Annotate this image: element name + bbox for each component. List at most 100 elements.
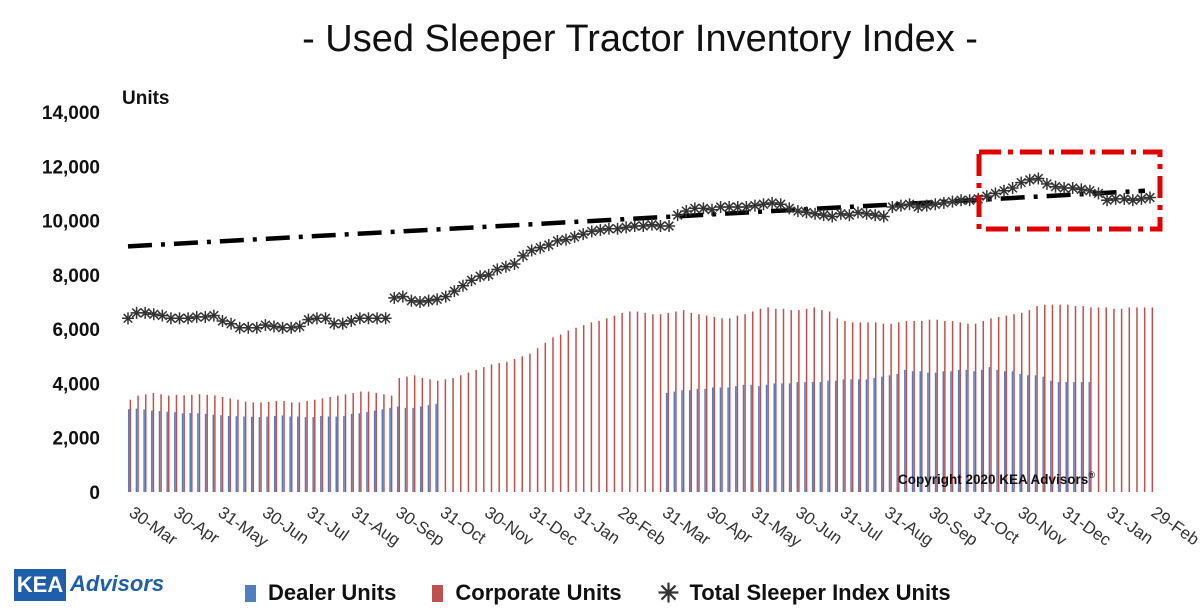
dealer-bar <box>873 378 875 492</box>
corporate-bar <box>475 369 477 492</box>
y-axis: 0 2,000 4,000 6,000 8,000 10,000 12,000 14,000 <box>42 103 100 504</box>
corporate-bar <box>675 311 677 492</box>
corporate-bar <box>836 318 839 492</box>
corporate-bar <box>905 321 908 492</box>
corporate-bar <box>890 323 892 492</box>
corporate-bar <box>375 392 377 492</box>
dealer-bar <box>1088 382 1091 492</box>
total-index-marker <box>1101 194 1114 207</box>
corporate-bar <box>267 401 270 492</box>
total-index-markers <box>122 172 1156 334</box>
dealer-bar <box>904 369 906 492</box>
total-index-marker <box>697 202 710 215</box>
corporate-bar <box>260 402 262 492</box>
total-index-marker <box>834 207 847 220</box>
total-index-marker <box>491 263 504 276</box>
corporate-bar <box>1136 307 1138 492</box>
corporate-bar <box>529 353 531 492</box>
corporate-bar <box>821 310 823 492</box>
dealer-bar <box>758 386 760 492</box>
total-index-marker <box>560 233 572 246</box>
dealer-bar <box>189 413 191 492</box>
corporate-bar <box>413 375 416 492</box>
dealer-bar <box>266 416 268 492</box>
total-index-marker <box>748 199 761 212</box>
corporate-bar <box>283 401 285 492</box>
dealer-bar <box>773 383 775 492</box>
corporate-bar <box>667 312 669 492</box>
dealer-bar <box>220 415 222 492</box>
corporate-bar <box>214 395 216 492</box>
dealer-bar <box>381 409 384 492</box>
corporate-bar <box>221 397 224 492</box>
dealer-bar <box>274 416 276 492</box>
dealer-bar <box>973 371 975 492</box>
dealer-bar <box>343 416 345 492</box>
corporate-bar <box>775 308 777 492</box>
corporate-bar <box>191 394 193 492</box>
dealer-bar <box>250 416 253 492</box>
dealer-bar <box>297 416 299 492</box>
total-index-marker <box>852 206 864 219</box>
x-tick-label: 30-Sep <box>392 503 448 550</box>
corporate-bar <box>183 395 185 492</box>
total-index-marker <box>1126 194 1139 207</box>
total-index-marker <box>637 220 650 232</box>
dealer-bar <box>350 413 353 492</box>
dealer-bar <box>819 382 822 492</box>
corporate-bar <box>582 325 585 492</box>
dealer-bar <box>1065 382 1067 492</box>
corporate-bar <box>506 361 508 492</box>
corporate-bar <box>1074 306 1077 492</box>
legend-swatch-corporate <box>432 584 444 602</box>
dealer-bar <box>665 392 668 492</box>
corporate-bar <box>997 316 1000 492</box>
dealer-bar <box>950 371 952 492</box>
total-index-marker <box>216 315 229 327</box>
x-tick-label: 31-Jul <box>303 503 352 545</box>
total-index-marker <box>680 205 693 218</box>
dealer-bar <box>327 416 330 492</box>
dealer-bar <box>850 379 852 492</box>
dealer-bar <box>811 382 814 492</box>
total-index-marker <box>766 196 779 209</box>
total-index-marker <box>671 209 684 222</box>
y-tick-label: 4,000 <box>52 374 100 395</box>
dealer-bar <box>312 417 314 492</box>
kea-advisors-logo: KEA Advisors <box>14 567 164 603</box>
total-index-marker <box>302 313 315 326</box>
total-index-marker <box>285 321 298 334</box>
total-index-marker <box>937 196 950 209</box>
corporate-bar <box>352 392 354 492</box>
total-index-marker <box>396 290 409 303</box>
total-index-marker <box>611 222 624 235</box>
legend-swatch-dealer <box>245 584 256 602</box>
dealer-bar <box>258 417 261 492</box>
y-axis-label: Units <box>122 88 170 109</box>
corporate-bar <box>652 314 654 492</box>
corporate-bar <box>805 308 808 492</box>
corporate-bar <box>713 316 716 492</box>
dealer-bar <box>727 387 729 492</box>
corporate-bar <box>621 312 623 492</box>
corporate-bar <box>337 395 339 492</box>
dealer-bar <box>1034 375 1037 492</box>
corporate-bar <box>1059 304 1061 492</box>
corporate-bar <box>782 308 785 492</box>
corporate-bar <box>644 312 646 492</box>
corporate-bar <box>959 322 961 492</box>
dealer-bar <box>151 410 153 492</box>
x-tick-label: 31-Jul <box>837 503 886 545</box>
total-index-marker <box>122 312 134 325</box>
dealer-bar <box>227 416 230 492</box>
corporate-bar <box>698 314 700 492</box>
corporate-bar <box>367 391 370 492</box>
x-tick-label: 31-Jan <box>1103 503 1156 548</box>
corporate-bar <box>460 375 462 492</box>
corporate-bar <box>536 348 539 492</box>
total-index-marker <box>1015 176 1028 189</box>
logo-kea-block: KEA <box>14 569 66 601</box>
dealer-bar <box>1050 380 1052 492</box>
dealer-bar <box>1057 382 1060 492</box>
corporate-bar <box>452 378 454 492</box>
